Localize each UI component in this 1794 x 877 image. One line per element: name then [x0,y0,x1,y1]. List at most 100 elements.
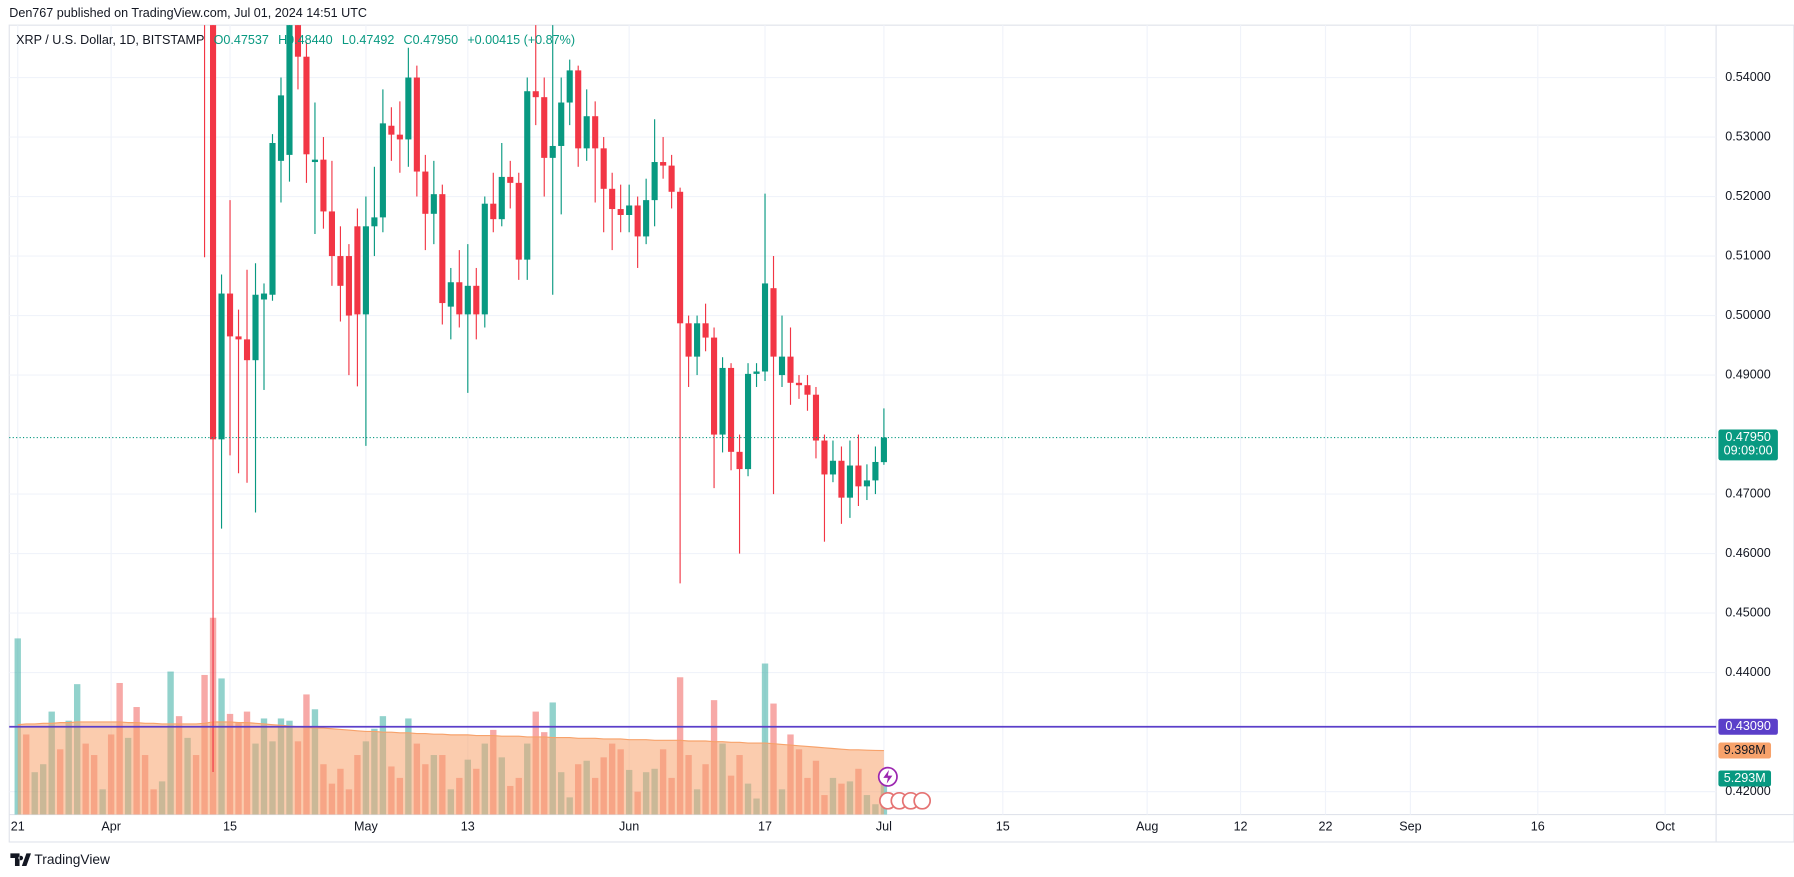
candle-body [558,102,565,146]
candle-body [600,148,607,189]
candle-body [286,25,293,155]
volume-ma-area [17,721,884,815]
candle-body [456,282,463,315]
y-tick-label: 0.52000 [1725,189,1770,203]
axes: 0.42000 0.44000 0.45000 0.46000 0.47000 0.490… [11,70,1778,833]
candle-body [371,217,378,227]
candle-body [260,293,268,300]
hline-label: 0.43090 [1725,719,1770,733]
candle-body [778,356,786,376]
candle-body [744,373,752,470]
candle-body [413,77,420,172]
candle-body [447,282,454,307]
x-tick-label: 15 [223,819,237,833]
candle-body [761,283,769,372]
legend-open: O0.47537 [214,34,269,48]
symbol-title: XRP / U.S. Dollar, 1D, BITSTAMP [16,34,204,48]
candle-body [846,465,853,498]
y-tick-label: 0.51000 [1725,248,1770,262]
candle-body [464,285,471,315]
volume-bar [761,663,769,815]
candle-body [243,339,251,361]
candle-body [209,25,217,440]
y-tick-label: 0.47000 [1725,486,1770,500]
candle-body [855,465,862,487]
legend-change: +0.00415 (+0.87%) [467,34,575,48]
candle-body [498,176,505,220]
candle-body [490,203,497,220]
candle-body [439,194,446,304]
candle-body [388,125,395,135]
candle-body [549,145,556,158]
event-icons [877,766,932,810]
candle-body [694,323,701,357]
candle-body [515,182,522,260]
candle-body [719,367,726,435]
candle-body [812,394,820,441]
candle-body [362,226,369,315]
last-price-badge [1718,429,1778,461]
x-tick-label: 12 [1234,819,1248,833]
x-tick-label: Oct [1655,819,1675,833]
candle-body [379,123,386,218]
candle-body [804,385,811,395]
grid [9,25,1717,815]
y-tick-label: 0.53000 [1725,129,1770,143]
y-tick-label: 0.44000 [1725,665,1770,679]
y-tick-label: 0.50000 [1725,308,1770,322]
candle-body [524,91,531,260]
candle-body [685,323,692,357]
candle-body [770,288,777,357]
candle-body [320,159,327,212]
candle-body [727,367,735,452]
candle-body [617,209,624,215]
candle-body [753,371,760,374]
x-tick-label: 13 [461,819,475,833]
candle-body [481,203,488,315]
brand-name: TradingView [34,852,110,867]
event-icon [913,791,932,810]
candle-body [668,165,675,192]
candle-body [303,56,310,155]
candle-body [575,70,582,149]
plot-area [14,25,888,815]
candle-body [863,480,870,487]
candle-body [660,162,667,166]
volume-ma-label: 9.398M [1724,743,1766,757]
y-tick-label: 0.49000 [1725,367,1770,381]
y-tick-label: 0.46000 [1725,546,1770,560]
candle-body [787,356,794,383]
volume-ma-badge [1718,742,1772,759]
volume-label: 5.293M [1724,771,1766,785]
candle-body [702,323,709,338]
y-tick-label: 0.54000 [1725,70,1770,84]
candle-body [422,171,429,214]
brand: TradingView [10,852,110,867]
candle-body [634,205,641,237]
candle-body [838,460,845,498]
candle-body [711,337,718,435]
candle-body [218,293,225,440]
candle-body [294,25,302,57]
candle-body [609,188,616,210]
y-tick-label: 0.42000 [1725,784,1770,798]
candle-body [311,159,319,163]
x-tick-label: 22 [1318,819,1332,833]
x-tick-label: Sep [1399,819,1421,833]
candle-body [736,451,743,470]
candle-body [583,116,590,149]
x-tick-label: May [354,819,378,833]
x-tick-label: Apr [101,819,121,833]
candle-body [430,194,437,214]
legend: XRP / U.S. Dollar, 1D, BITSTAMP O0.47537… [16,34,575,48]
x-tick-label: 15 [996,819,1010,833]
hline-badge [1718,718,1778,735]
candle-body [677,191,684,324]
candle-body [541,97,548,158]
candle-body [507,176,514,183]
candle-body [566,70,573,103]
x-tick-label: 21 [11,819,25,833]
candle-body [829,460,837,475]
candle-body [354,226,361,315]
